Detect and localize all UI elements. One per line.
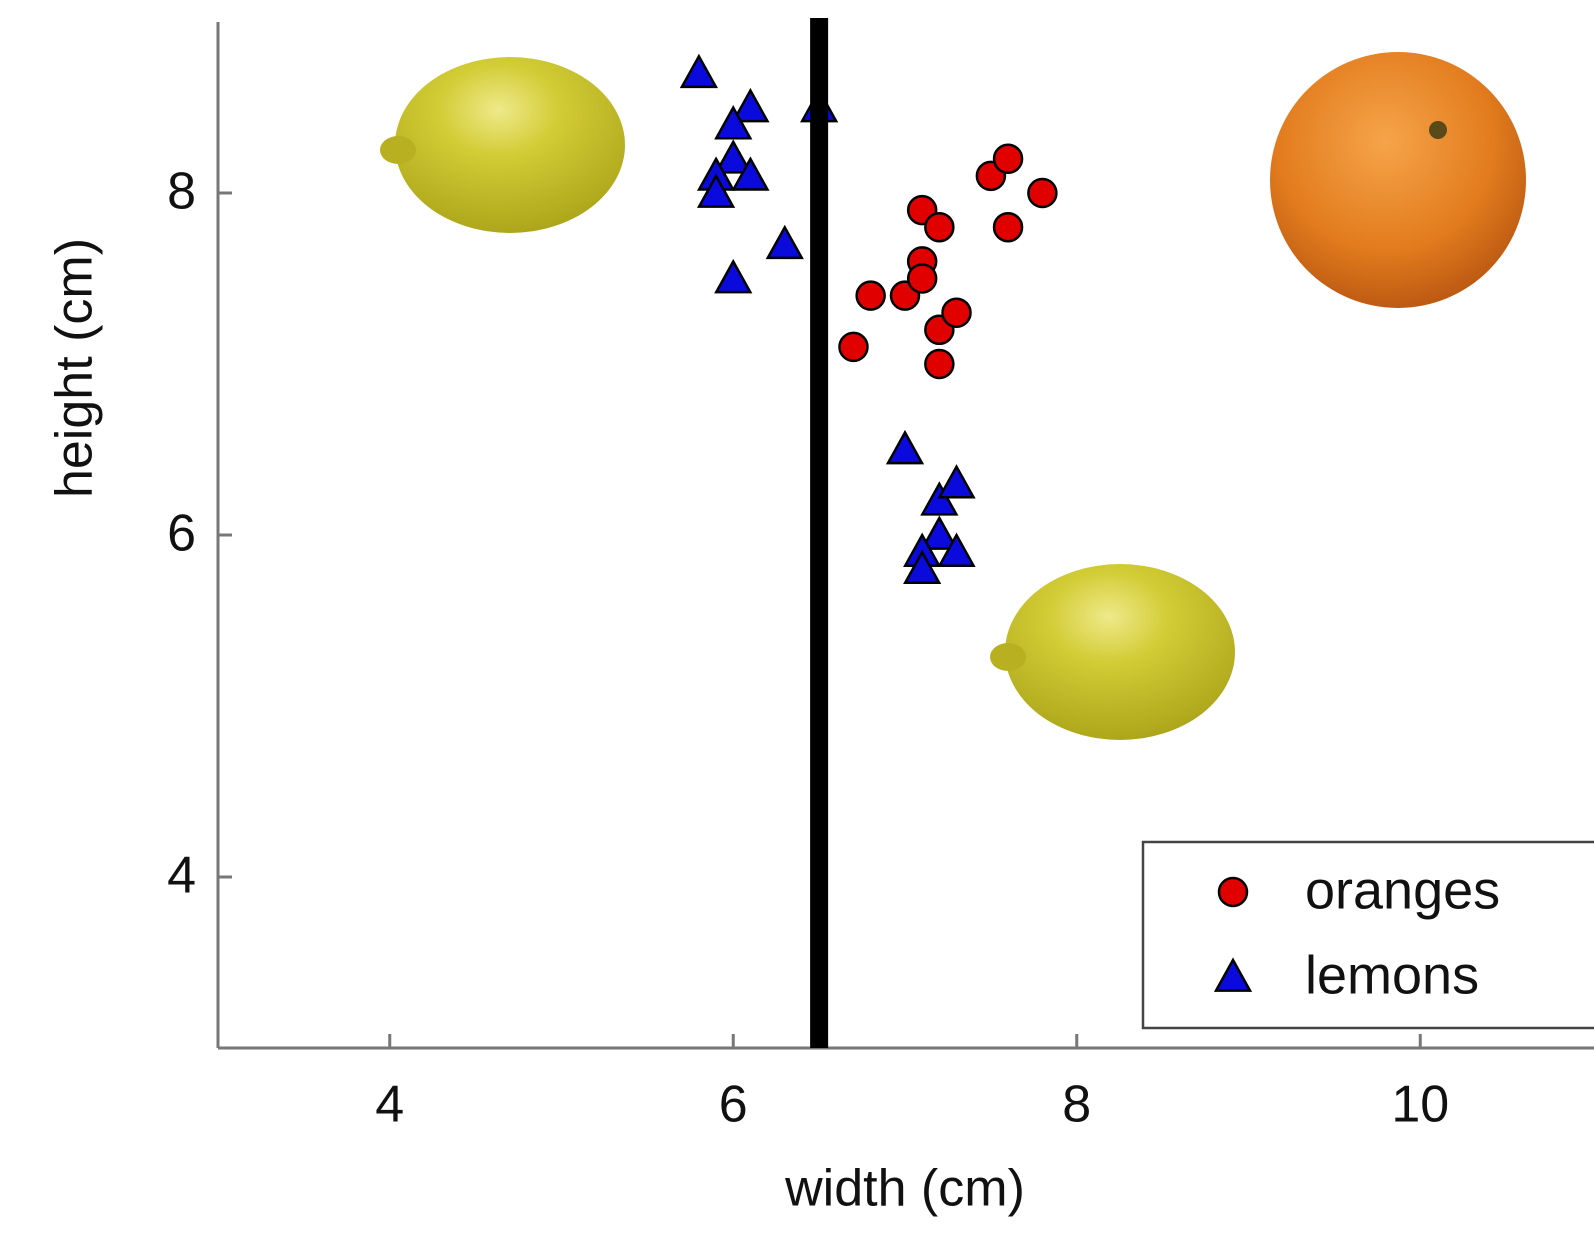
data-point [716,262,750,293]
data-point [839,333,867,361]
data-point [1028,179,1056,207]
data-point [888,433,922,464]
chart: width (cm) height (cm) 4 6 8 10 4 6 8 oranges le… [0,0,1594,1248]
x-axis-label: width (cm) [784,1160,1025,1218]
y-tick-label: 6 [167,505,196,563]
legend-marker [1219,878,1247,906]
data-point [768,227,802,258]
x-tick-label: 10 [1391,1076,1449,1134]
x-tick-label: 8 [1062,1076,1091,1134]
lemon-image [990,564,1235,740]
data-point [940,467,974,498]
y-tick-label: 8 [167,163,196,221]
lemon-image [380,57,625,233]
x-tick-label: 4 [375,1076,404,1134]
data-point [994,213,1022,241]
data-point [857,282,885,310]
page: {"chart_data": {"type": "scatter", "xlab… [0,0,1594,1248]
data-point [994,145,1022,173]
legend-label: lemons [1305,945,1479,1005]
data-point [925,213,953,241]
data-point [925,350,953,378]
y-tick-label: 4 [167,847,196,905]
data-point [682,56,716,87]
x-tick-label: 6 [719,1076,748,1134]
y-axis-label: height (cm) [46,238,104,498]
legend-label: oranges [1305,860,1500,920]
data-point [908,265,936,293]
orange-image [1270,52,1526,308]
data-point [943,299,971,327]
